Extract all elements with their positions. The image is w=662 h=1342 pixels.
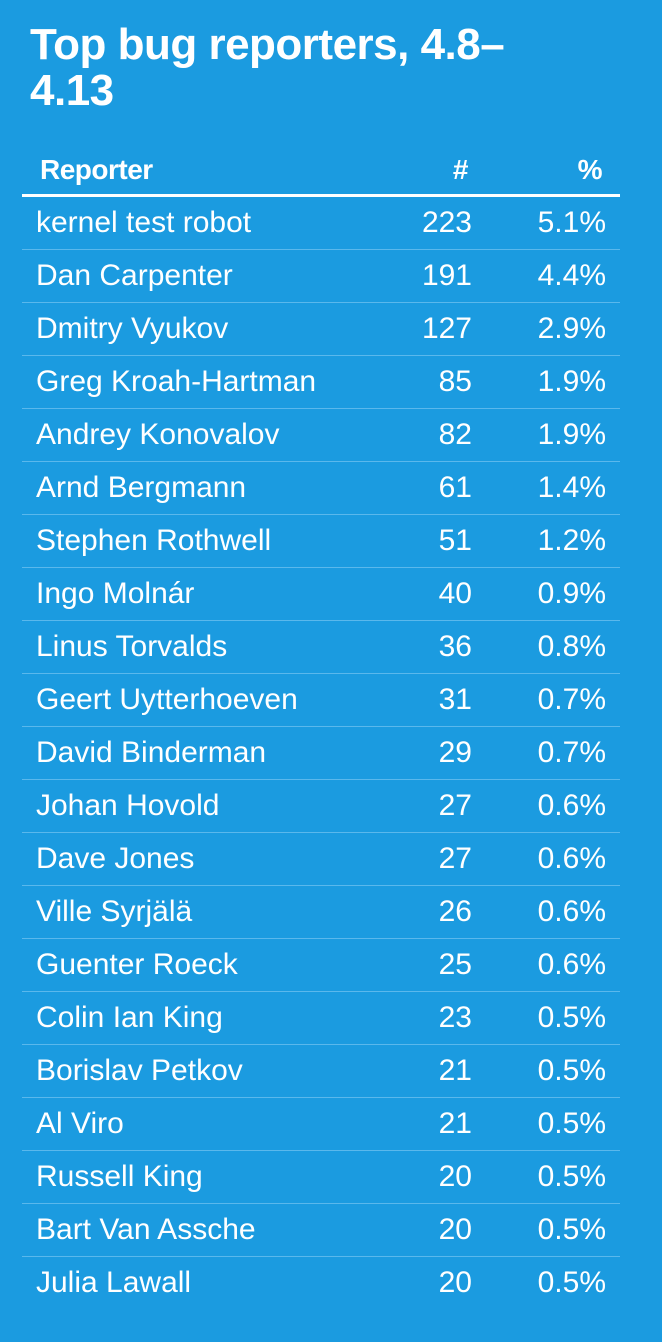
bug-percent: 1.9% xyxy=(472,355,620,409)
bug-percent: 0.5% xyxy=(472,1044,620,1098)
reporter-name: Dave Jones xyxy=(22,832,318,886)
reporter-name: Dmitry Vyukov xyxy=(22,302,318,356)
bug-percent: 0.7% xyxy=(472,726,620,780)
reporter-name: Guenter Roeck xyxy=(22,938,318,992)
bug-count: 27 xyxy=(318,779,472,833)
reporter-name: Greg Kroah-Hartman xyxy=(22,355,318,409)
reporter-name: Ingo Molnár xyxy=(22,567,318,621)
reporter-name: Arnd Bergmann xyxy=(22,461,318,515)
bug-percent: 0.6% xyxy=(472,779,620,833)
bug-percent: 0.5% xyxy=(472,1150,620,1204)
reporter-name: kernel test robot xyxy=(22,195,318,250)
title: Top bug reporters, 4.8–4.13 xyxy=(30,20,505,115)
table-row: Bart Van Assche 20 0.5% xyxy=(22,1203,620,1257)
bug-count: 51 xyxy=(318,514,472,568)
bug-count: 82 xyxy=(318,408,472,462)
table-row: Geert Uytterhoeven 31 0.7% xyxy=(22,673,620,727)
bug-count: 40 xyxy=(318,567,472,621)
reporter-name: Russell King xyxy=(22,1150,318,1204)
bug-percent: 1.2% xyxy=(472,514,620,568)
reporter-name: Borislav Petkov xyxy=(22,1044,318,1098)
bug-count: 29 xyxy=(318,726,472,780)
reporter-name: Al Viro xyxy=(22,1097,318,1151)
table-row: Ville Syrjälä 26 0.6% xyxy=(22,885,620,939)
table-row: Stephen Rothwell 51 1.2% xyxy=(22,514,620,568)
bug-percent: 0.6% xyxy=(472,938,620,992)
reporter-name: Ville Syrjälä xyxy=(22,885,318,939)
table-row: Dan Carpenter 191 4.4% xyxy=(22,249,620,303)
header-cell: % xyxy=(472,146,620,197)
bug-count: 21 xyxy=(318,1044,472,1098)
reporter-name: Andrey Konovalov xyxy=(22,408,318,462)
reporter-name: Stephen Rothwell xyxy=(22,514,318,568)
bug-percent: 1.9% xyxy=(472,408,620,462)
reporter-name: Linus Torvalds xyxy=(22,620,318,674)
reporter-name: Colin Ian King xyxy=(22,991,318,1045)
reporter-name: Bart Van Assche xyxy=(22,1203,318,1257)
bug-count: 31 xyxy=(318,673,472,727)
bug-count: 61 xyxy=(318,461,472,515)
bug-percent: 0.5% xyxy=(472,991,620,1045)
bug-percent: 0.9% xyxy=(472,567,620,621)
table-row: Colin Ian King 23 0.5% xyxy=(22,991,620,1045)
reporter-name: Geert Uytterhoeven xyxy=(22,673,318,727)
reporter-name: Dan Carpenter xyxy=(22,249,318,303)
bug-percent: 0.6% xyxy=(472,832,620,886)
table-row: Andrey Konovalov 82 1.9% xyxy=(22,408,620,462)
header-row: Reporter # % xyxy=(22,146,620,197)
bug-count: 21 xyxy=(318,1097,472,1151)
reporters-table: Reporter # % kernel test robot 223 5.1% Dan… xyxy=(22,146,620,1309)
bug-percent: 0.5% xyxy=(537,1266,606,1299)
bug-count: 191 xyxy=(318,249,472,303)
bug-count: 223 xyxy=(318,195,472,250)
bug-percent: 0.8% xyxy=(472,620,620,674)
bug-percent: 2.9% xyxy=(472,302,620,356)
table-row: Johan Hovold 27 0.6% xyxy=(22,779,620,833)
table-body: kernel test robot 223 5.1% Dan Carpenter 191… xyxy=(22,195,620,1310)
header-cell: # xyxy=(318,146,472,197)
bug-count: 36 xyxy=(318,620,472,674)
bug-percent: 0.7% xyxy=(472,673,620,727)
reporter-name: Julia Lawall xyxy=(36,1266,192,1299)
table-row: Ingo Molnár 40 0.9% xyxy=(22,567,620,621)
table-row: kernel test robot 223 5.1% xyxy=(22,195,620,250)
bug-count: 25 xyxy=(318,938,472,992)
bug-percent: 5.1% xyxy=(472,195,620,250)
bug-percent: 0.5% xyxy=(472,1203,620,1257)
table-row: Linus Torvalds 36 0.8% xyxy=(22,620,620,674)
bug-count: 23 xyxy=(318,991,472,1045)
bug-count: 20 xyxy=(318,1203,472,1257)
table-row: Borislav Petkov 21 0.5% xyxy=(22,1044,620,1098)
bug-count: 127 xyxy=(318,302,472,356)
table-row: David Binderman 29 0.7% xyxy=(22,726,620,780)
table-row: Julia Lawall 20 0.5% xyxy=(22,1257,620,1310)
bug-count: 20 xyxy=(438,1266,472,1299)
bug-percent: 0.5% xyxy=(472,1097,620,1151)
table-row: Al Viro 21 0.5% xyxy=(22,1097,620,1151)
reporter-name: David Binderman xyxy=(22,726,318,780)
table-row: Arnd Bergmann 61 1.4% xyxy=(22,461,620,515)
table-head: Reporter # % xyxy=(22,146,620,197)
table-row: Russell King 20 0.5% xyxy=(22,1150,620,1204)
bug-percent: 0.6% xyxy=(472,885,620,939)
table-row: Dave Jones 27 0.6% xyxy=(22,832,620,886)
bug-count: 26 xyxy=(318,885,472,939)
bug-count: 27 xyxy=(318,832,472,886)
bug-count: 85 xyxy=(318,355,472,409)
table-row: Guenter Roeck 25 0.6% xyxy=(22,938,620,992)
bug-count: 20 xyxy=(318,1150,472,1204)
reporter-name: Johan Hovold xyxy=(22,779,318,833)
bug-percent: 1.4% xyxy=(472,461,620,515)
header-cell: Reporter xyxy=(22,146,318,197)
bug-percent: 4.4% xyxy=(472,249,620,303)
table-row: Dmitry Vyukov 127 2.9% xyxy=(22,302,620,356)
table-row: Greg Kroah-Hartman 85 1.9% xyxy=(22,355,620,409)
